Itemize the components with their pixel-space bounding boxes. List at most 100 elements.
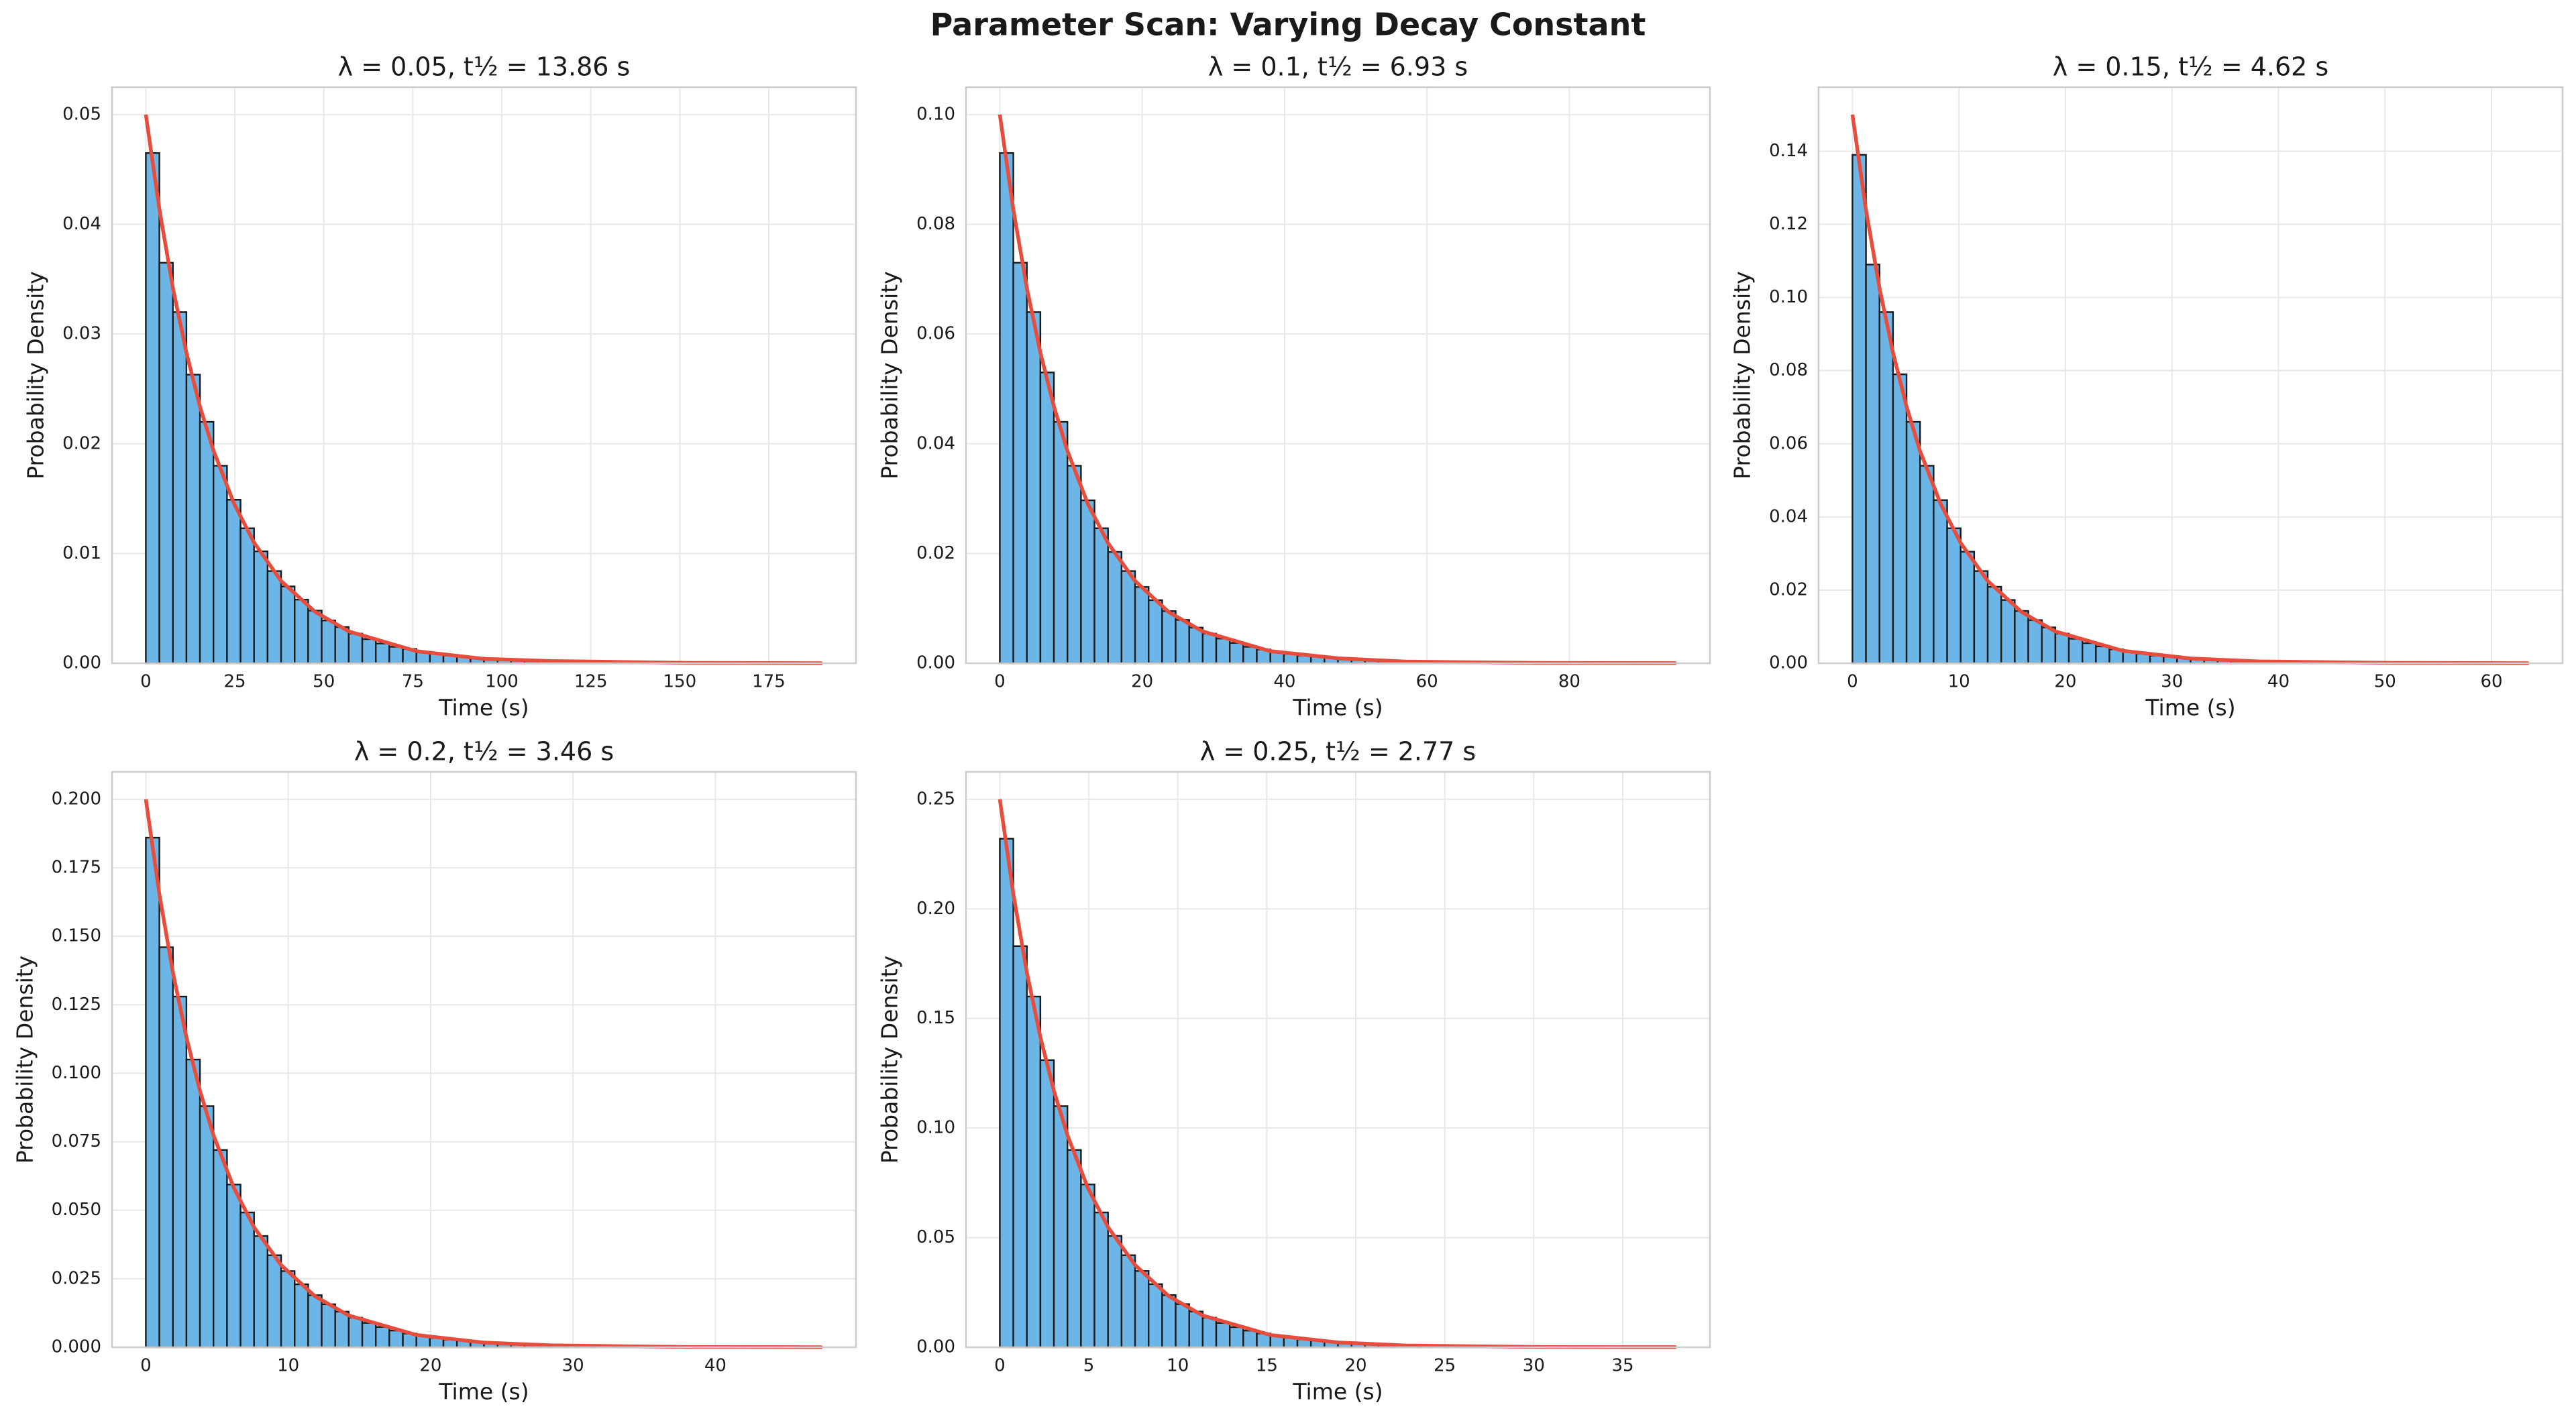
y-tick-label: 0.08 [1769, 360, 1808, 380]
x-tick-label: 25 [1434, 1356, 1456, 1376]
fit-curve [144, 799, 822, 1349]
histogram-bar [199, 1105, 215, 1349]
y-axis-label: Probability Density [877, 956, 903, 1164]
y-tick-label: 0.14 [1769, 141, 1808, 161]
histogram-bar [374, 642, 390, 665]
histogram-bar [334, 626, 350, 665]
x-tick-label: 40 [2267, 672, 2290, 692]
histogram-bar [253, 550, 269, 665]
histogram-bar [1093, 1211, 1109, 1349]
x-tick-label: 30 [562, 1356, 584, 1376]
x-tick-label: 60 [2480, 672, 2502, 692]
histogram-bar [1175, 619, 1190, 665]
histogram-bar [1228, 642, 1244, 665]
histogram-bar [294, 598, 309, 665]
y-tick-label: 0.10 [916, 1118, 955, 1138]
histogram-bar [253, 1235, 269, 1349]
fit-curve [998, 114, 1676, 665]
x-tick-label: 0 [994, 1356, 1006, 1376]
histogram-bar [1039, 1059, 1055, 1349]
histogram-bar [388, 646, 404, 665]
subplot-title: λ = 0.2, t½ = 3.46 s [354, 737, 614, 767]
y-tick-label: 0.175 [52, 858, 101, 878]
histogram-bar [1148, 1283, 1163, 1349]
y-tick-label: 0.20 [916, 899, 955, 919]
histogram-bar [2068, 638, 2084, 665]
histogram-bar [321, 619, 336, 665]
y-tick-label: 0.12 [1769, 214, 1808, 234]
y-tick-label: 0.00 [1769, 653, 1808, 673]
x-tick-label: 30 [2161, 672, 2183, 692]
y-tick-label: 0.075 [52, 1131, 101, 1151]
fit-curve [998, 799, 1676, 1349]
histogram-bar [1986, 585, 2002, 665]
histogram-bar [280, 1270, 296, 1349]
histogram-bar [1865, 264, 1880, 665]
histogram-bar [1148, 599, 1163, 665]
y-axis-label: Probability Density [23, 271, 49, 479]
histogram-bar [1905, 420, 1921, 665]
histogram-bar [226, 499, 241, 665]
histogram-bar [1134, 1270, 1150, 1349]
plot-frame [965, 86, 1711, 665]
y-tick-label: 0.100 [52, 1063, 101, 1083]
y-tick-label: 0.050 [52, 1200, 101, 1220]
histogram-bar [1919, 465, 1935, 665]
histogram-bar [307, 610, 323, 665]
histogram-bar [2027, 619, 2043, 665]
y-tick-label: 0.01 [62, 543, 101, 563]
histogram-bar [1012, 262, 1028, 665]
plot-frame [111, 86, 857, 665]
subplot: 0.000 0.025 0.050 0.075 0.100 0.125 0.150 0.175… [12, 737, 857, 1405]
y-tick-label: 0.000 [52, 1337, 101, 1357]
y-axis-label: Probability Density [12, 956, 38, 1164]
histogram-bar [1960, 551, 1976, 665]
histogram-bar [1161, 1294, 1177, 1349]
x-tick-label: 10 [1948, 672, 1970, 692]
x-tick-label: 100 [485, 672, 519, 692]
x-tick-label: 20 [1131, 672, 1153, 692]
x-tick-label: 80 [1558, 672, 1580, 692]
x-tick-label: 175 [752, 672, 786, 692]
plot-frame [111, 771, 857, 1349]
histogram-bar [213, 1149, 228, 1349]
histogram-bar [1134, 586, 1150, 665]
histogram-bar [280, 585, 296, 665]
y-tick-label: 0.00 [916, 1337, 955, 1357]
y-tick-label: 0.04 [916, 433, 955, 453]
histogram-bar [347, 1316, 364, 1349]
subplot-title: λ = 0.05, t½ = 13.86 s [338, 52, 631, 82]
x-axis-label: Time (s) [2145, 695, 2235, 721]
y-tick-label: 0.10 [916, 104, 955, 124]
histogram-bar [1188, 626, 1204, 665]
subplot-title: λ = 0.25, t½ = 2.77 s [1200, 737, 1476, 767]
y-tick-label: 0.05 [62, 104, 101, 124]
x-tick-label: 10 [277, 1356, 299, 1376]
x-tick-label: 60 [1416, 672, 1438, 692]
histogram-bar [1973, 570, 1989, 665]
x-tick-label: 0 [994, 672, 1006, 692]
y-tick-label: 0.05 [916, 1227, 955, 1247]
y-tick-label: 0.15 [916, 1008, 955, 1028]
y-tick-label: 0.06 [1769, 433, 1808, 453]
y-tick-label: 0.06 [916, 324, 955, 344]
x-tick-label: 20 [1344, 1356, 1366, 1376]
histogram-bar [1201, 1316, 1218, 1349]
histogram-bar [172, 311, 188, 665]
histogram-bar [374, 1326, 390, 1349]
histogram-bar [266, 1254, 282, 1349]
histogram-bar [1012, 945, 1028, 1349]
histogram-bar [1093, 527, 1109, 665]
histogram-bar [1851, 154, 1867, 665]
histogram-bar [1878, 311, 1894, 665]
histogram-bar [213, 465, 228, 665]
histogram-bar [388, 1329, 404, 1349]
histogram-bar [239, 527, 255, 665]
histogram-bar [1053, 420, 1069, 665]
histogram-bar [1175, 1303, 1190, 1349]
y-tick-label: 0.00 [916, 653, 955, 673]
histogram-bar [1933, 499, 1948, 665]
histogram-bar [2014, 610, 2029, 665]
x-tick-label: 50 [313, 672, 335, 692]
histogram-bar [1242, 646, 1258, 665]
